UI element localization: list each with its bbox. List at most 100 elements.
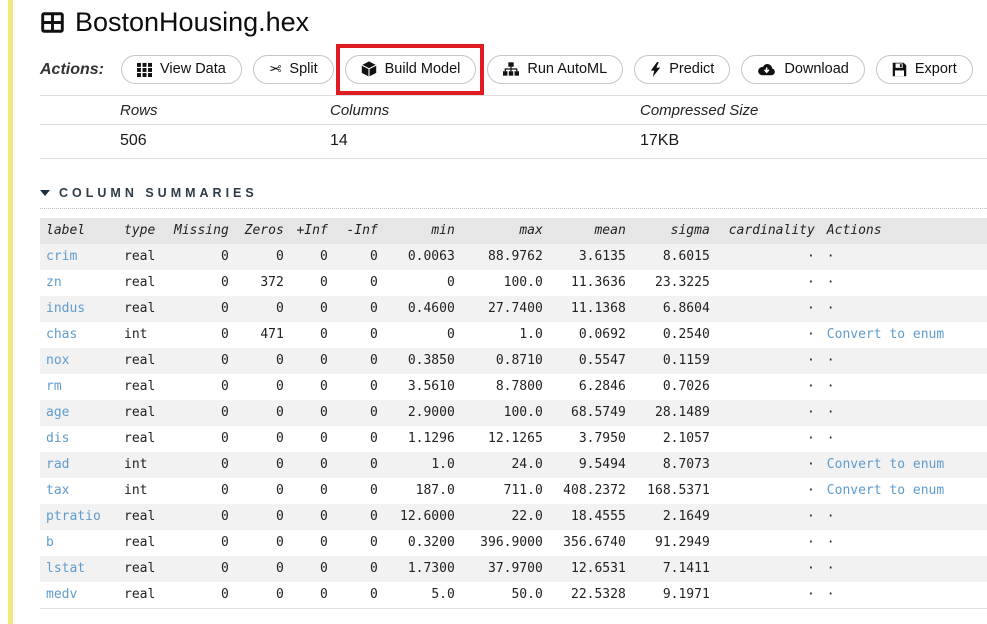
cell-action: ·: [826, 249, 835, 264]
cell-type: int: [124, 483, 148, 498]
column-summaries-toggle[interactable]: COLUMN SUMMARIES: [40, 186, 987, 209]
cell-type: real: [124, 353, 156, 368]
sitemap-icon: [503, 62, 520, 76]
cell-pos_inf: 0: [319, 327, 328, 342]
page-title: BostonHousing.hex: [40, 7, 987, 38]
cell-type: real: [124, 301, 156, 316]
cell-zeros: 0: [275, 379, 284, 394]
column-name-link[interactable]: indus: [46, 301, 86, 316]
cell-missing: 0: [220, 405, 229, 420]
column-name-link[interactable]: tax: [46, 483, 70, 498]
cell-missing: 0: [220, 379, 229, 394]
cell-cardinality: ·: [806, 379, 815, 394]
column-name-link[interactable]: lstat: [46, 561, 86, 576]
table-icon: [41, 12, 64, 33]
export-button[interactable]: Export: [875, 55, 973, 84]
column-name-link[interactable]: ptratio: [46, 509, 101, 524]
cell-label: rad: [40, 452, 118, 478]
cell-mean: 12.6531: [571, 561, 626, 576]
cell-min: 1.0: [431, 457, 455, 472]
cell-missing: 0: [220, 457, 229, 472]
build-model-button[interactable]: Build Model: [344, 55, 477, 84]
split-button[interactable]: ✂ Split: [252, 55, 334, 84]
view-data-button[interactable]: View Data: [121, 55, 242, 84]
cell-label: rm: [40, 374, 118, 400]
column-name-link[interactable]: dis: [46, 431, 70, 446]
cell-missing: 0: [220, 327, 229, 342]
convert-to-enum-link[interactable]: Convert to enum: [826, 327, 945, 342]
convert-to-enum-link[interactable]: Convert to enum: [826, 457, 945, 472]
cell-action: ·: [826, 379, 835, 394]
table-row: chas int 0 471 0 0 0 1.0 0.0692 0.2540 · Convert to…: [40, 322, 987, 348]
table-row: b real 0 0 0 0 0.3200 396.9000 356.6740 91.2949 · ·: [40, 530, 987, 556]
cell-cardinality: ·: [806, 249, 815, 264]
cell-max: 0.8710: [495, 353, 543, 368]
column-name-link[interactable]: rm: [46, 379, 62, 394]
cell-min: 5.0: [431, 587, 455, 602]
run-automl-button[interactable]: Run AutoML: [487, 55, 624, 84]
cell-action: ·: [826, 301, 835, 316]
column-name-link[interactable]: zn: [46, 275, 62, 290]
cell-cardinality: ·: [806, 483, 815, 498]
column-name-link[interactable]: b: [46, 535, 54, 550]
convert-to-enum-link[interactable]: Convert to enum: [826, 483, 945, 498]
column-name-link[interactable]: rad: [46, 457, 70, 472]
cell-zeros: 471: [260, 327, 284, 342]
table-row: crim real 0 0 0 0 0.0063 88.9762 3.6135 8.6015 · ·: [40, 244, 987, 270]
cell-zeros: 372: [260, 275, 284, 290]
column-name-link[interactable]: chas: [46, 327, 78, 342]
cell-sigma: 0.1159: [662, 353, 710, 368]
cell-mean: 0.5547: [578, 353, 626, 368]
cell-zeros: 0: [275, 457, 284, 472]
cell-type: real: [124, 249, 156, 264]
cell-sigma: 2.1649: [662, 509, 710, 524]
stats-value-rows: 506: [120, 132, 147, 149]
column-name-link[interactable]: medv: [46, 587, 78, 602]
cell-min: 1.7300: [407, 561, 455, 576]
cell-min: 0.4600: [407, 301, 455, 316]
cell-sigma: 8.6015: [662, 249, 710, 264]
download-button[interactable]: Download: [741, 55, 865, 84]
column-header-mean: mean: [594, 223, 626, 238]
frame-stats-table: Rows Columns Compressed Size 506 14 17KB: [40, 95, 987, 159]
column-header-neg_inf: -Inf: [346, 223, 378, 238]
stats-value-compressed-size: 17KB: [640, 132, 680, 149]
button-label: Split: [289, 61, 318, 77]
cell-pos_inf: 0: [319, 431, 328, 446]
cell-max: 8.7800: [495, 379, 543, 394]
cell-max: 88.9762: [488, 249, 543, 264]
cell-cardinality: ·: [806, 509, 815, 524]
column-name-link[interactable]: crim: [46, 249, 78, 264]
cell-min: 0: [446, 275, 455, 290]
cell-cardinality: ·: [806, 535, 815, 550]
cell-pos_inf: 0: [319, 379, 328, 394]
cell-sigma: 91.2949: [655, 535, 710, 550]
cell-label: ptratio: [40, 504, 118, 530]
column-summaries-body: crim real 0 0 0 0 0.0063 88.9762 3.6135 8.6015 · · z…: [40, 244, 987, 609]
cell-sigma: 23.3225: [655, 275, 710, 290]
cell-action: Convert to enum: [821, 322, 987, 348]
scissors-icon: ✂: [268, 60, 282, 78]
cell-type: real: [124, 431, 156, 446]
cell-action: Convert to enum: [821, 452, 987, 478]
table-row: dis real 0 0 0 0 1.1296 12.1265 3.7950 2.1057 · ·: [40, 426, 987, 452]
cell-missing: 0: [220, 301, 229, 316]
cell-missing: 0: [220, 275, 229, 290]
cell-neg_inf: 0: [369, 249, 378, 264]
predict-button[interactable]: Predict: [634, 55, 731, 84]
cell-label: dis: [40, 426, 118, 452]
column-name-link[interactable]: nox: [46, 353, 70, 368]
table-row: indus real 0 0 0 0 0.4600 27.7400 11.1368 6.8604 ·…: [40, 296, 987, 322]
cell-zeros: 0: [275, 249, 284, 264]
cell-cardinality: ·: [806, 275, 815, 290]
cell-pos_inf: 0: [319, 561, 328, 576]
column-name-link[interactable]: age: [46, 405, 70, 420]
cell-missing: 0: [220, 483, 229, 498]
frame-summary-cell: BostonHousing.hex Actions: View Data ✂ S…: [40, 0, 987, 609]
cell-sigma: 9.1971: [662, 587, 710, 602]
cell-sigma: 2.1057: [662, 431, 710, 446]
cell-action: ·: [826, 405, 835, 420]
button-label: Predict: [669, 61, 715, 77]
cell-mean: 0.0692: [578, 327, 626, 342]
cell-type: real: [124, 535, 156, 550]
